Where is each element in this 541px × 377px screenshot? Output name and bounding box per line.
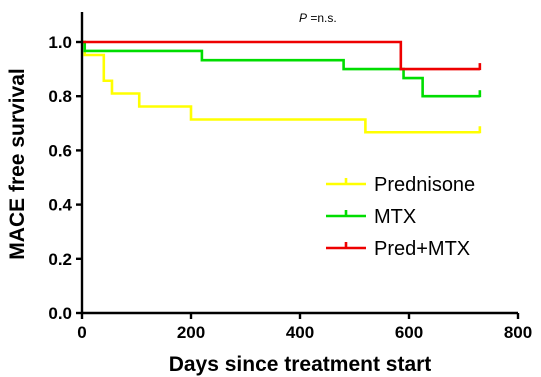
legend-label-1: MTX bbox=[374, 206, 416, 228]
x-tick-label-3: 600 bbox=[395, 323, 423, 342]
y-axis-title: MACE free survival bbox=[6, 68, 29, 259]
legend: Prednisone MTX Pred+MTX bbox=[326, 174, 475, 260]
y-tick-label-0: 0.0 bbox=[48, 304, 72, 323]
axes-layer bbox=[80, 12, 518, 315]
series-line-2 bbox=[82, 40, 480, 71]
x-axis-title: Days since treatment start bbox=[169, 353, 432, 376]
x-tick-label-1: 200 bbox=[177, 323, 205, 342]
y-tick-label-5: 1.0 bbox=[48, 33, 72, 52]
y-tick-label-2: 0.4 bbox=[48, 196, 72, 215]
y-tick-label-1: 0.2 bbox=[48, 250, 72, 269]
legend-label-2: Pred+MTX bbox=[374, 238, 470, 260]
series-line-0 bbox=[82, 40, 480, 134]
y-tick-label-3: 0.6 bbox=[48, 141, 72, 160]
legend-label-0: Prednisone bbox=[374, 174, 475, 196]
x-tick-label-0: 0 bbox=[77, 323, 86, 342]
p-value-symbol: P bbox=[299, 11, 307, 25]
ticks-layer: 0 200 400 600 800 0.0 0.2 0.4 0.6 0.8 1.0 bbox=[48, 33, 532, 342]
y-tick-label-4: 0.8 bbox=[48, 87, 72, 106]
p-value-text: =n.s. bbox=[307, 11, 337, 25]
series-layer bbox=[82, 40, 482, 134]
p-value-annotation: P =n.s. bbox=[299, 11, 337, 25]
series-line-1 bbox=[82, 40, 480, 98]
x-tick-label-2: 400 bbox=[286, 323, 314, 342]
x-tick-label-4: 800 bbox=[504, 323, 532, 342]
